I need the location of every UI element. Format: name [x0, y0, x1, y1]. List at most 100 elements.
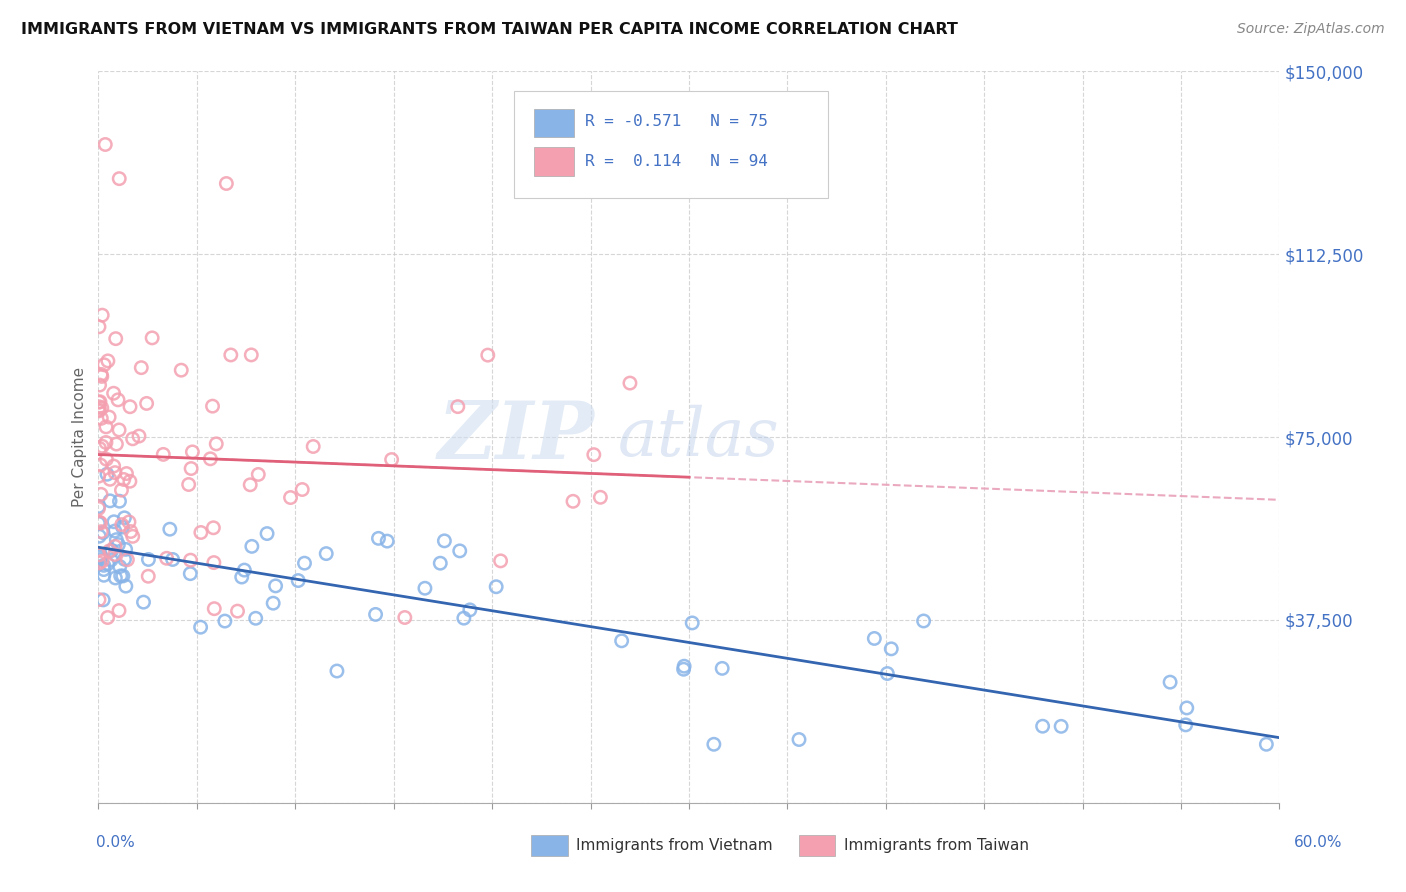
Point	[703, 737, 725, 751]
Text: ZIP: ZIP	[437, 399, 595, 475]
Point	[89, 548, 111, 562]
Point	[912, 614, 935, 628]
Point	[89, 548, 111, 562]
Point	[115, 467, 138, 481]
Point	[87, 395, 110, 409]
Y-axis label: Per Capita Income: Per Capita Income	[72, 367, 87, 508]
Point	[233, 563, 256, 577]
Point	[104, 524, 127, 538]
Point	[108, 494, 131, 508]
Point	[876, 666, 898, 681]
Point	[162, 552, 184, 566]
Point	[94, 420, 117, 434]
Point	[138, 552, 160, 566]
Point	[489, 554, 512, 568]
Point	[89, 400, 111, 414]
Point	[294, 556, 316, 570]
Point	[94, 435, 117, 450]
FancyBboxPatch shape	[534, 109, 575, 137]
Point	[101, 543, 124, 558]
Point	[287, 574, 309, 588]
Point	[93, 558, 115, 573]
Point	[485, 580, 508, 594]
Point	[87, 319, 110, 334]
Point	[117, 552, 139, 566]
Point	[159, 522, 181, 536]
Point	[181, 445, 204, 459]
Text: R = -0.571   N = 75: R = -0.571 N = 75	[585, 114, 768, 129]
Point	[200, 451, 222, 466]
Point	[104, 466, 127, 480]
Point	[98, 493, 121, 508]
Point	[121, 432, 143, 446]
Point	[107, 392, 129, 407]
Point	[112, 473, 135, 487]
Point	[177, 477, 200, 491]
Point	[433, 533, 456, 548]
Point	[96, 467, 118, 482]
Text: 0.0%: 0.0%	[96, 836, 135, 850]
Point	[239, 477, 262, 491]
Point	[89, 552, 111, 566]
Point	[681, 615, 703, 630]
Point	[87, 404, 110, 418]
Point	[582, 448, 605, 462]
Point	[190, 525, 212, 540]
Point	[104, 332, 127, 346]
Point	[91, 439, 114, 453]
Point	[91, 308, 114, 322]
Point	[97, 610, 120, 624]
FancyBboxPatch shape	[515, 91, 828, 198]
Point	[104, 540, 127, 554]
Point	[180, 553, 202, 567]
Point	[89, 516, 111, 530]
Point	[136, 569, 159, 583]
Point	[108, 171, 131, 186]
Point	[89, 394, 111, 409]
Point	[219, 348, 242, 362]
Point	[880, 641, 903, 656]
Point	[202, 521, 225, 535]
Point	[103, 386, 125, 401]
Point	[315, 547, 337, 561]
Point	[215, 177, 238, 191]
Point	[477, 348, 499, 362]
Point	[156, 551, 179, 566]
Point	[90, 369, 112, 384]
Point	[141, 331, 163, 345]
Point	[118, 400, 141, 414]
Point	[118, 515, 141, 529]
Point	[202, 601, 225, 615]
Point	[128, 429, 150, 443]
Point	[449, 544, 471, 558]
Point	[115, 579, 138, 593]
Point	[129, 360, 152, 375]
Point	[381, 452, 404, 467]
Point	[429, 556, 451, 570]
Point	[447, 400, 470, 414]
Point	[1159, 675, 1181, 690]
Point	[110, 483, 132, 498]
Point	[97, 557, 120, 571]
Point	[245, 611, 267, 625]
Point	[231, 570, 253, 584]
Point	[256, 526, 278, 541]
Point	[367, 532, 389, 546]
Point	[214, 614, 236, 628]
Text: Immigrants from Vietnam: Immigrants from Vietnam	[576, 838, 773, 853]
Point	[673, 659, 696, 673]
Point	[87, 500, 110, 514]
Point	[111, 517, 134, 532]
Point	[135, 396, 157, 410]
Point	[104, 571, 127, 585]
Point	[201, 399, 224, 413]
Point	[247, 467, 270, 482]
Point	[110, 569, 132, 583]
Point	[108, 603, 131, 617]
Point	[170, 363, 193, 377]
Point	[94, 137, 117, 152]
Point	[98, 543, 121, 558]
Point	[89, 442, 111, 456]
Point	[375, 534, 398, 549]
Point	[98, 410, 121, 425]
